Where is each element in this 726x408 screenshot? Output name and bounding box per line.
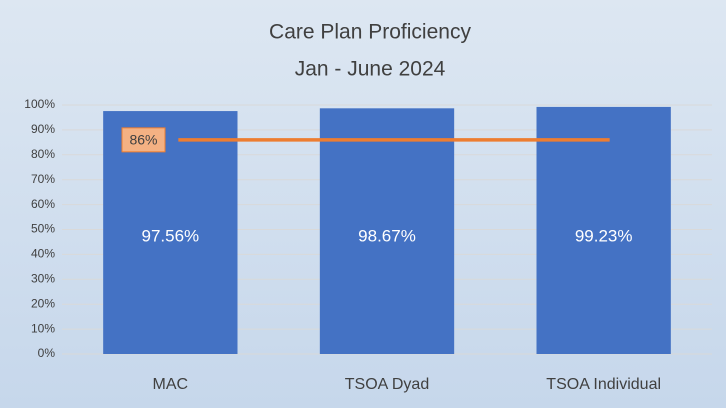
y-tick-label: 30% [31,271,55,285]
y-tick-label: 60% [31,197,55,211]
y-tick-label: 20% [31,296,55,310]
x-tick-label: MAC [153,376,189,393]
data-label: 98.67% [358,226,416,245]
y-tick-label: 80% [31,147,55,161]
bar [319,108,455,354]
target-label: 86% [129,132,157,148]
data-label: 97.56% [141,226,199,245]
bar [536,106,671,354]
target-label-box [121,127,166,153]
y-tick-label: 100% [24,97,55,111]
y-tick-label: 40% [31,247,55,261]
x-tick-label: TSOA Individual [546,376,661,393]
y-tick-label: 50% [31,222,55,236]
data-label: 99.23% [575,226,633,245]
y-tick-label: 70% [31,172,55,186]
x-tick-label: TSOA Dyad [345,376,429,393]
chart-title: Care Plan Proficiency [269,21,471,44]
y-tick-label: 10% [31,321,55,335]
y-tick-label: 90% [31,122,55,136]
y-tick-label: 0% [38,346,56,360]
chart-subtitle: Jan - June 2024 [295,58,446,81]
